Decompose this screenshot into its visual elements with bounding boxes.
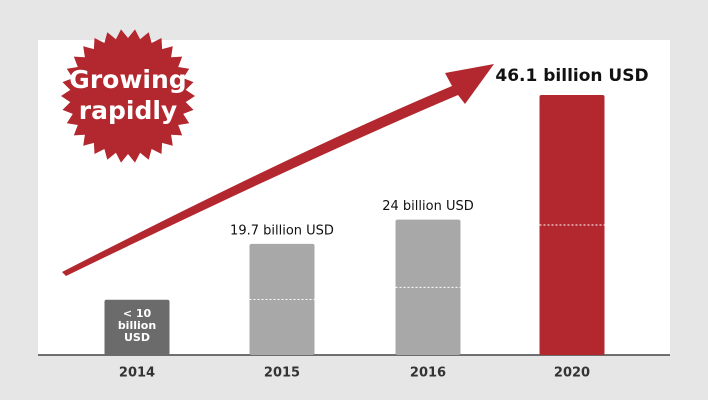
x-tick-label: 2016 [410,366,446,381]
value-label: 24 billion USD [382,199,473,214]
value-label: 19.7 billion USD [230,223,334,238]
x-tick-label: 2014 [119,366,155,381]
x-tick-label: 2015 [264,366,300,381]
starburst [61,29,195,163]
bar [104,299,170,355]
badge-text: rapidly [79,96,177,125]
value-label: 46.1 billion USD [495,66,648,86]
badge-text: Growing [69,65,186,94]
value-label: < 10 billion USD [117,306,157,344]
growth-arrow [62,64,494,276]
x-tick-label: 2020 [554,366,590,381]
